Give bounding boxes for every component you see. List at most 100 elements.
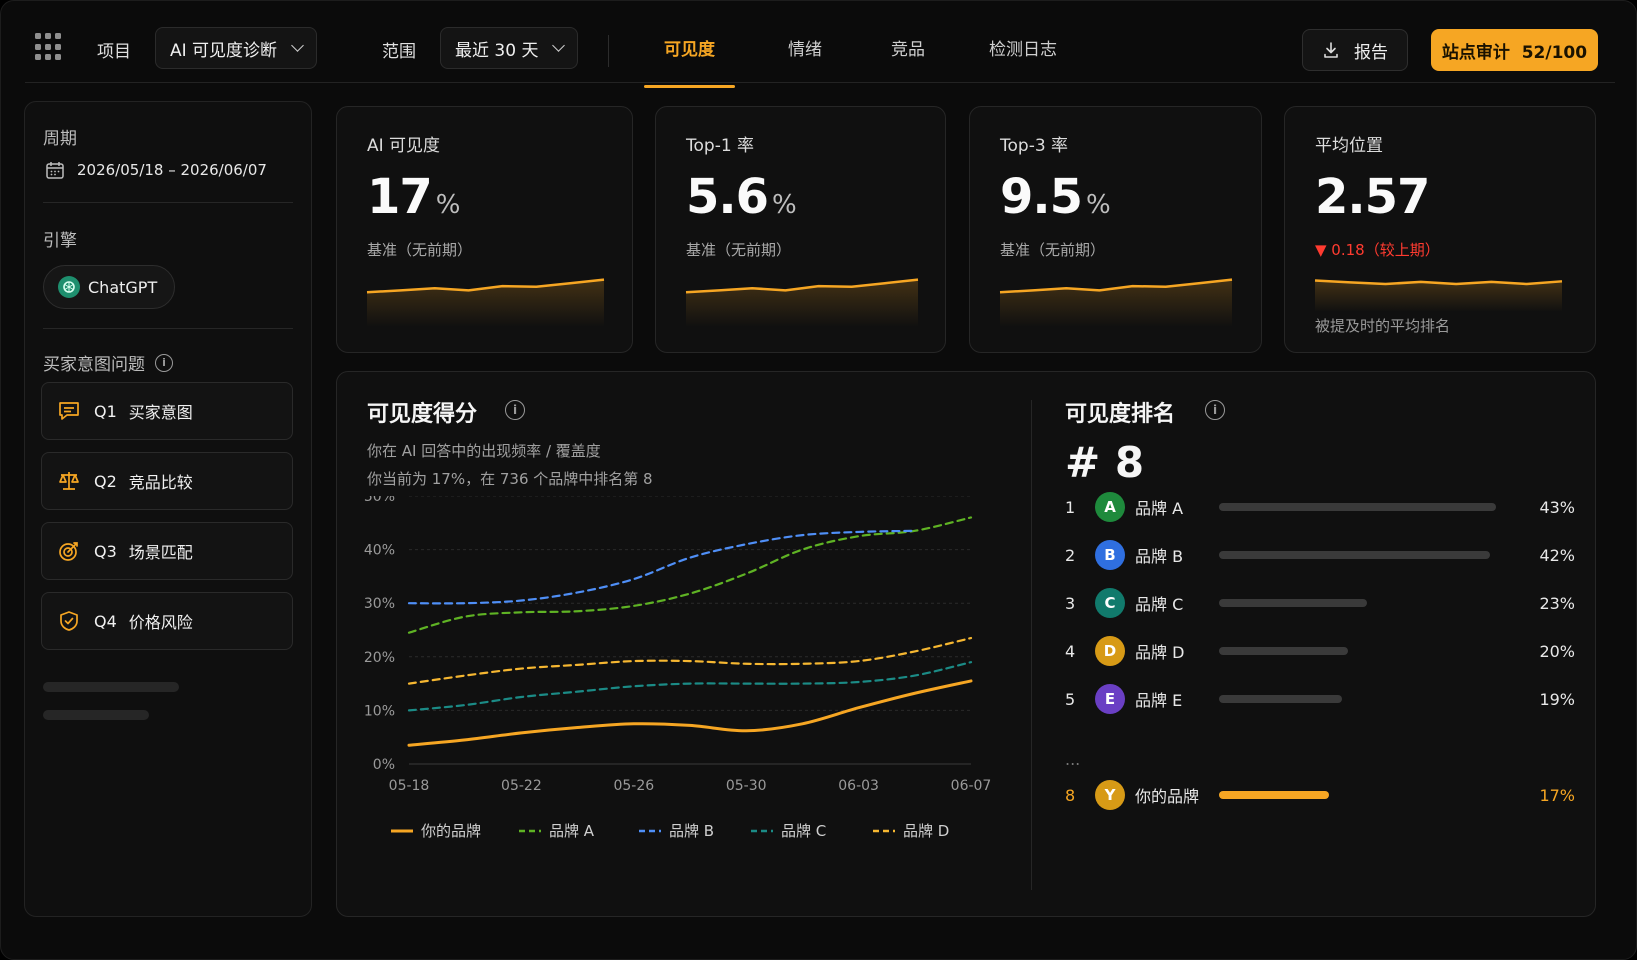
report-button[interactable]: 报告 <box>1302 29 1408 71</box>
brand-percent: 17% <box>1539 785 1575 805</box>
data-point <box>518 609 524 615</box>
data-point <box>912 690 918 696</box>
question-label: 买家意图 <box>128 403 193 422</box>
tab-detection-log[interactable]: 检测日志 <box>989 35 1057 83</box>
question-item-q3[interactable]: Q3 场景匹配 <box>41 522 293 580</box>
ranking-row[interactable]: 4 D 品牌 D 20% <box>1065 633 1575 669</box>
scale-icon <box>56 468 82 494</box>
question-id: Q1 <box>94 401 117 421</box>
data-point <box>406 600 412 606</box>
y-tick-label: 10% <box>364 703 395 719</box>
apps-grid-icon[interactable] <box>35 33 63 61</box>
ranking-row[interactable]: 2 B 品牌 B 42% <box>1065 537 1575 573</box>
tab-sentiment[interactable]: 情绪 <box>788 35 822 83</box>
brand-avatar: A <box>1095 492 1125 522</box>
legend-item: 品牌 C <box>751 822 826 840</box>
skeleton-line <box>43 682 179 692</box>
ranking-row[interactable]: 1 A 品牌 A 43% <box>1065 489 1575 525</box>
data-point <box>631 603 637 609</box>
target-icon <box>56 538 82 564</box>
brand-name: 品牌 D <box>1135 643 1185 662</box>
data-point <box>518 598 524 604</box>
bar-track <box>1219 695 1519 703</box>
visibility-score-title: 可见度得分 <box>367 402 478 427</box>
kpi-subtext: 基准（无前期） <box>367 241 473 259</box>
project-select[interactable]: AI 可见度诊断 <box>155 27 317 69</box>
data-point <box>687 555 693 561</box>
data-point <box>856 658 862 664</box>
series-line <box>407 636 973 685</box>
series-line <box>407 679 973 747</box>
data-point <box>799 661 805 667</box>
range-select[interactable]: 最近 30 天 <box>440 27 578 69</box>
bar-track <box>1219 599 1519 607</box>
brand-avatar: Y <box>1095 780 1125 810</box>
data-point <box>518 694 524 700</box>
question-item-q1[interactable]: Q1 买家意图 <box>41 382 293 440</box>
kpi-card-top1-rate: Top-1 率 5.6% 基准（无前期） <box>655 106 946 353</box>
sparkline-area <box>686 279 918 327</box>
y-tick-label: 50% <box>364 496 395 505</box>
legend-label: 你的品牌 <box>421 822 481 840</box>
kpi-unit: % <box>1086 190 1111 220</box>
question-item-q4[interactable]: Q4 价格风险 <box>41 592 293 650</box>
brand-name: 品牌 B <box>1135 547 1184 566</box>
period-range[interactable]: 2026/05/18 – 2026/06/07 <box>45 160 267 180</box>
brand-name: 品牌 E <box>1135 691 1183 710</box>
kpi-number: 5.6 <box>686 169 769 225</box>
engine-label: ChatGPT <box>88 277 158 297</box>
legend-label: 品牌 B <box>669 822 714 840</box>
kpi-value: 17% <box>367 169 461 225</box>
engine-chip-chatgpt[interactable]: ChatGPT <box>43 265 175 309</box>
brand-percent: 43% <box>1539 497 1575 517</box>
bar-track <box>1219 791 1519 799</box>
data-point <box>968 635 974 641</box>
series-line <box>407 529 916 605</box>
visibility-desc: 你在 AI 回答中的出现频率 / 覆盖度 <box>367 442 601 460</box>
active-tab-indicator <box>644 85 735 88</box>
shield-check-icon <box>56 608 82 634</box>
data-point <box>575 589 581 595</box>
bar-track <box>1219 551 1519 559</box>
kpi-card-top3-rate: Top-3 率 9.5% 基准（无前期） <box>969 106 1262 353</box>
brand-avatar: D <box>1095 636 1125 666</box>
sparkline <box>999 278 1233 327</box>
visibility-ranking-title: 可见度排名 <box>1065 402 1176 427</box>
tab-label: 可见度 <box>664 40 715 60</box>
panel-divider <box>1031 400 1032 890</box>
data-point <box>968 678 974 684</box>
brand-percent: 42% <box>1539 545 1575 565</box>
info-icon[interactable]: i <box>155 353 173 372</box>
info-icon[interactable]: i <box>1205 400 1225 420</box>
data-point <box>631 658 637 664</box>
tab-competitors[interactable]: 竞品 <box>891 35 925 83</box>
legend-item: 品牌 D <box>873 822 949 840</box>
rank-number: 1 <box>1065 497 1076 517</box>
sparkline-line <box>366 278 605 294</box>
data-point <box>968 659 974 665</box>
visibility-panel: 可见度得分 i 你在 AI 回答中的出现频率 / 覆盖度 你当前为 17%，在 … <box>336 371 1596 917</box>
data-point <box>518 730 524 736</box>
ranking-row-your-brand[interactable]: 8 Y 你的品牌 17% <box>1065 777 1575 813</box>
legend-label: 品牌 C <box>781 822 826 840</box>
data-point <box>799 547 805 553</box>
data-point <box>687 681 693 687</box>
data-point <box>743 541 749 547</box>
series-line <box>407 516 973 634</box>
info-icon[interactable]: i <box>505 400 525 420</box>
ranking-row[interactable]: 3 C 品牌 C 23% <box>1065 585 1575 621</box>
brand-percent: 20% <box>1539 641 1575 661</box>
ranking-row[interactable]: 5 E 品牌 E 19% <box>1065 681 1575 717</box>
site-audit-button[interactable]: 站点审计 52/100 <box>1431 29 1598 71</box>
data-point <box>462 673 468 679</box>
period-title: 周期 <box>43 129 77 149</box>
tab-visibility[interactable]: 可见度 <box>644 35 735 88</box>
bar-track <box>1219 647 1519 655</box>
questions-title: 买家意图问题 <box>43 355 145 375</box>
data-point <box>912 648 918 654</box>
sidebar: 周期 2026/05/18 – 2026/06/07 引擎 ChatGPT 买家… <box>24 101 312 917</box>
question-item-q2[interactable]: Q2 竞品比较 <box>41 452 293 510</box>
kpi-number: 2.57 <box>1315 169 1430 225</box>
tab-label: 情绪 <box>788 40 822 60</box>
sparkline-area <box>1315 280 1562 312</box>
